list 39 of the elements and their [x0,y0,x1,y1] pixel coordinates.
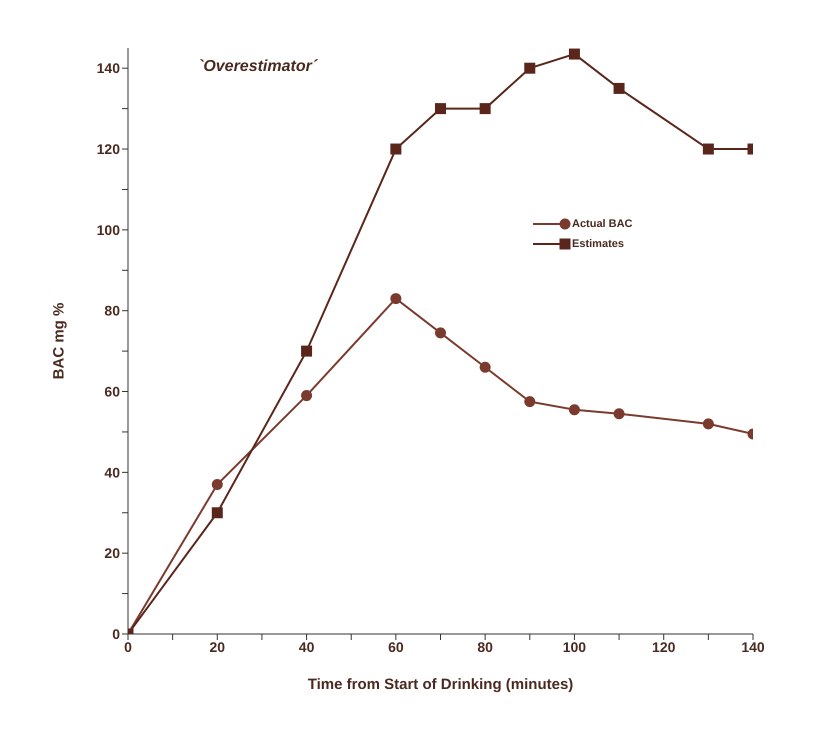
point [568,48,580,60]
point [301,346,312,357]
point [568,404,580,416]
point [480,103,491,114]
point [702,144,714,155]
y-axis-title: BAC mg % [50,302,68,380]
point [524,396,536,408]
x-tick-label: 60 [388,638,404,655]
x-tick-label: 80 [477,638,494,655]
point [212,507,223,518]
x-tick-label: 140 [741,638,765,655]
point [524,62,536,74]
y-tick-label: 120 [96,141,120,158]
point [390,144,402,155]
point [435,327,446,338]
annotation: `Overestimator´ [198,58,318,76]
legend-label: Estimates [572,238,624,250]
point [390,293,402,304]
x-tick-label: 100 [562,638,586,655]
y-tick-label: 20 [104,545,120,562]
point [614,82,625,94]
x-tick-label: 20 [209,638,226,655]
point [212,478,223,490]
y-tick-label: 140 [96,60,120,76]
point [435,103,446,114]
point [614,408,625,420]
x-tick-label: 120 [652,638,676,655]
legend-label: Actual BAC [572,218,633,230]
y-tick-label: 60 [104,383,120,400]
x-tick-label: 0 [124,638,132,655]
y-tick-label: 0 [112,626,120,642]
y-tick-label: 80 [104,302,120,319]
y-tick-label: 40 [104,464,120,480]
y-tick-label: 100 [96,222,120,238]
point [301,390,312,402]
x-tick-label: 40 [298,638,315,655]
point [702,418,714,430]
point [480,362,491,373]
x-axis-title: Time from Start of Drinking (minutes) [308,676,574,693]
